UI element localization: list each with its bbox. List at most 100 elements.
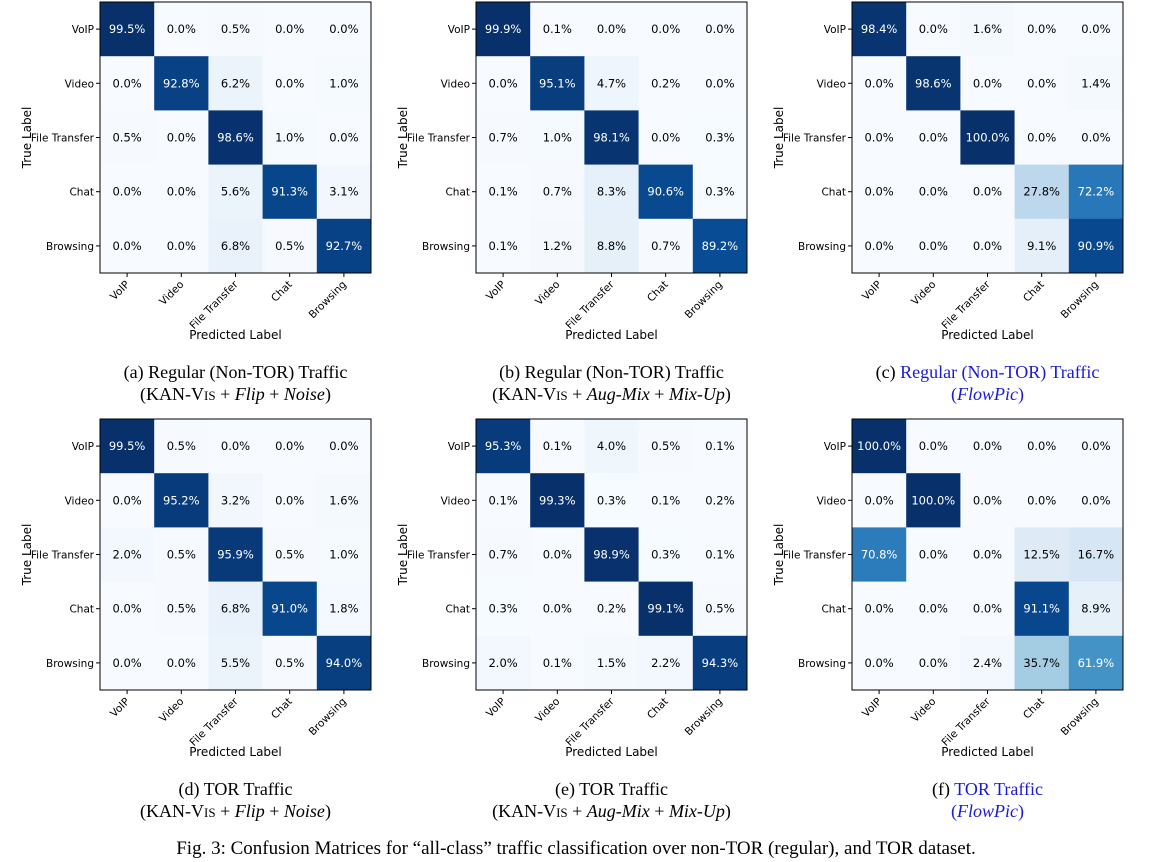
y-axis-title: True Label <box>772 524 786 587</box>
cell-browsing-browsing <box>316 635 372 691</box>
panel-caption-b: (b) Regular (Non-TOR) Traffic (KAN-Vis + … <box>426 361 798 405</box>
cell-file-transfer-file-transfer <box>208 110 263 165</box>
cell-video-voip <box>476 473 531 528</box>
cell-voip-voip <box>852 2 907 57</box>
cell-browsing-chat <box>1014 635 1070 691</box>
panel-caption-method: (KAN-Vis + Flip + Noise) <box>140 384 331 404</box>
cell-video-video <box>906 473 961 528</box>
cell-value-label: 0.0% <box>651 22 680 36</box>
cell-value-label: 0.0% <box>275 76 304 90</box>
cell-value-label: 0.0% <box>705 76 734 90</box>
panel-caption-title: (e) TOR Traffic <box>554 779 668 799</box>
cell-browsing-file-transfer <box>960 635 1015 691</box>
y-axis-title: True Label <box>396 524 410 587</box>
cell-browsing-browsing <box>1068 218 1124 274</box>
panel-caption-d: (d) TOR Traffic (KAN-Vis + Flip + Noise) <box>50 778 422 822</box>
x-tick-label: File Transfer <box>939 695 993 749</box>
y-tick-label: Video <box>817 495 846 507</box>
cell-chat-browsing <box>1068 581 1124 637</box>
x-tick-label: Browsing <box>1059 696 1101 738</box>
cell-browsing-chat <box>262 218 318 274</box>
cell-value-label: 0.1% <box>543 439 572 453</box>
cell-chat-chat <box>638 164 694 220</box>
cell-file-transfer-browsing <box>316 527 372 582</box>
cell-value-label: 0.0% <box>275 439 304 453</box>
cell-value-label: 16.7% <box>1078 548 1115 562</box>
cell-voip-chat <box>262 419 318 474</box>
cell-chat-browsing <box>316 581 372 637</box>
cell-value-label: 90.9% <box>1078 239 1115 253</box>
cell-value-label: 95.2% <box>163 493 200 507</box>
y-tick-label: VoIP <box>72 441 94 453</box>
cell-video-chat <box>262 473 318 528</box>
cell-value-label: 0.2% <box>651 76 680 90</box>
cell-voip-chat <box>1014 419 1070 474</box>
y-axis-title: True Label <box>20 107 34 170</box>
cell-chat-video <box>154 164 209 220</box>
cell-chat-browsing <box>1068 164 1124 220</box>
cell-chat-file-transfer <box>584 164 639 220</box>
cell-browsing-chat <box>638 218 694 274</box>
cell-value-label: 35.7% <box>1023 656 1060 670</box>
y-tick-label: Browsing <box>46 658 94 670</box>
cell-voip-file-transfer <box>584 2 639 57</box>
cell-value-label: 0.7% <box>488 131 517 145</box>
cell-value-label: 0.0% <box>919 656 948 670</box>
cell-value-label: 0.0% <box>973 548 1002 562</box>
cell-video-voip <box>852 473 907 528</box>
cell-voip-chat <box>1014 2 1070 57</box>
cell-value-label: 9.1% <box>1027 239 1056 253</box>
cell-value-label: 2.4% <box>973 656 1002 670</box>
cell-file-transfer-browsing <box>1068 110 1124 165</box>
cell-value-label: 95.3% <box>485 439 522 453</box>
y-tick-label: File Transfer <box>31 133 95 145</box>
cell-value-label: 91.1% <box>1023 602 1060 616</box>
cell-value-label: 0.0% <box>973 239 1002 253</box>
cell-video-video <box>530 473 585 528</box>
x-tick-label: Chat <box>1021 696 1047 722</box>
cell-file-transfer-chat <box>1014 110 1070 165</box>
cell-browsing-browsing <box>692 635 748 691</box>
cell-file-transfer-video <box>154 110 209 165</box>
cell-value-label: 2.0% <box>488 656 517 670</box>
panel-caption-title: (b) Regular (Non-TOR) Traffic <box>499 362 724 382</box>
cell-value-label: 8.9% <box>1081 602 1110 616</box>
cell-value-label: 0.0% <box>1027 76 1056 90</box>
cell-value-label: 1.0% <box>543 131 572 145</box>
cell-value-label: 5.5% <box>221 656 250 670</box>
cell-value-label: 0.0% <box>112 493 141 507</box>
cell-value-label: 0.2% <box>705 493 734 507</box>
cell-value-label: 0.0% <box>167 131 196 145</box>
cell-value-label: 100.0% <box>857 439 901 453</box>
cell-video-browsing <box>692 56 748 111</box>
cell-value-label: 0.0% <box>1081 439 1110 453</box>
cell-file-transfer-voip <box>852 110 907 165</box>
y-tick-label: Chat <box>69 187 94 199</box>
cell-value-label: 0.0% <box>112 656 141 670</box>
x-tick-label: VoIP <box>860 696 884 720</box>
cell-value-label: 4.7% <box>597 76 626 90</box>
cell-value-label: 0.0% <box>1027 493 1056 507</box>
cell-value-label: 1.6% <box>329 493 358 507</box>
x-axis-title: Predicted Label <box>189 328 282 342</box>
cell-value-label: 0.1% <box>705 548 734 562</box>
cell-value-label: 0.5% <box>221 22 250 36</box>
cell-value-label: 100.0% <box>911 493 955 507</box>
cell-file-transfer-file-transfer <box>584 110 639 165</box>
cell-file-transfer-file-transfer <box>208 527 263 582</box>
y-tick-label: Browsing <box>422 658 470 670</box>
cell-browsing-file-transfer <box>208 218 263 274</box>
cell-value-label: 0.1% <box>488 493 517 507</box>
cell-value-label: 0.0% <box>1081 131 1110 145</box>
cell-value-label: 8.8% <box>597 239 626 253</box>
cell-file-transfer-chat <box>262 110 318 165</box>
cell-voip-voip <box>100 419 155 474</box>
cell-value-label: 61.9% <box>1078 656 1115 670</box>
cell-chat-chat <box>262 581 318 637</box>
cell-value-label: 0.0% <box>864 76 893 90</box>
cell-value-label: 70.8% <box>861 548 898 562</box>
cell-value-label: 0.0% <box>1027 131 1056 145</box>
cell-chat-voip <box>476 164 531 220</box>
